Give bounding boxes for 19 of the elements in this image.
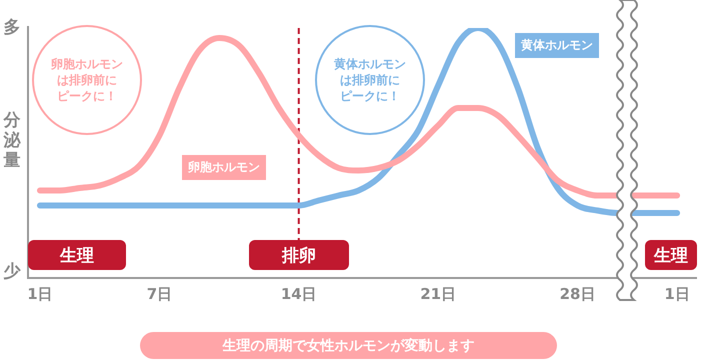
- y-axis-title: 分泌量: [2, 110, 22, 170]
- speech-bubble: 卵胞ホルモンは排卵前にピークに！: [32, 25, 142, 135]
- text: 生理の周期で女性ホルモンが変動します: [140, 332, 557, 359]
- annotation: 卵胞ホルモンは排卵前にピークに！: [51, 56, 123, 104]
- series-label: 黄体ホルモン: [515, 32, 599, 58]
- annotation: 黄体ホルモンは排卵前にピークに！: [334, 56, 406, 104]
- period-badge: 生理: [645, 240, 697, 270]
- x-tick-label: 1日: [664, 284, 690, 303]
- label-badge: 排卵: [248, 240, 349, 270]
- speech-bubble: 黄体ホルモンは排卵前にピークに！: [315, 25, 425, 135]
- x-tick-label: 7日: [146, 284, 172, 303]
- x-tick-label: 21日: [420, 284, 456, 303]
- x-tick-label: 14日: [280, 284, 317, 303]
- text: 少: [4, 261, 22, 282]
- x-tick-label: 1日: [27, 284, 53, 303]
- text: 多: [4, 17, 20, 38]
- text: 卵胞ホルモン: [182, 154, 266, 180]
- period-badge: 生理: [28, 240, 126, 270]
- x-tick-label: 28日: [560, 284, 596, 303]
